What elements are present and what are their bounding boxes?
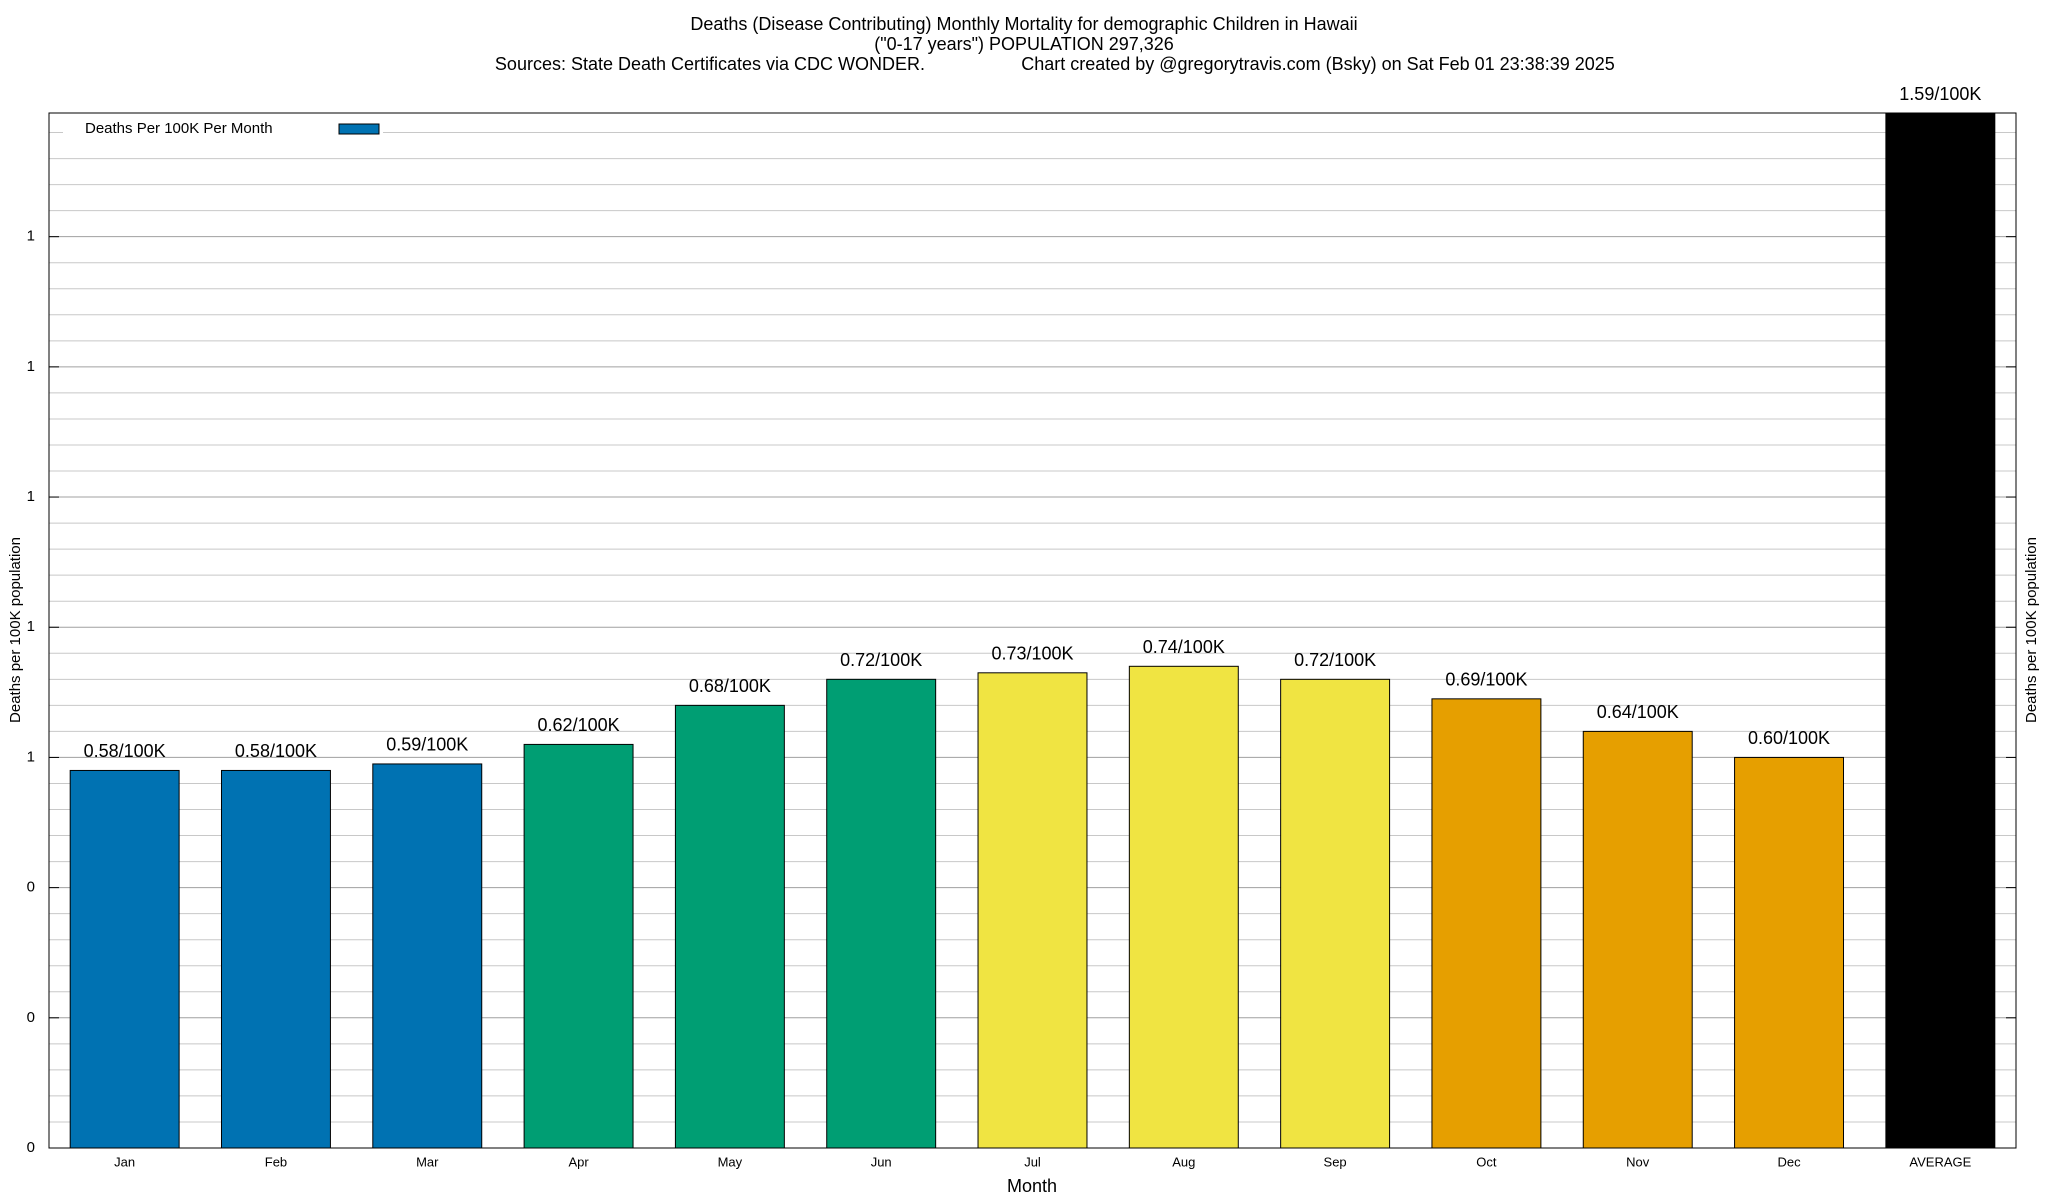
value-label: 0.72/100K [840, 650, 922, 670]
value-label: 0.64/100K [1597, 702, 1679, 722]
value-label: 1.59/100K [1899, 84, 1981, 104]
x-tick-label: Sep [1324, 1154, 1347, 1169]
y-tick-label: 1 [27, 488, 35, 505]
x-tick-label: May [718, 1154, 743, 1169]
value-label: 0.73/100K [991, 644, 1073, 664]
x-tick-label: Jul [1024, 1154, 1041, 1169]
value-label: 0.69/100K [1445, 670, 1527, 690]
value-label: 0.58/100K [84, 741, 166, 761]
sources: Sources: State Death Certificates via CD… [495, 54, 925, 74]
bar [220, 769, 331, 1149]
y-tick-label: 1 [27, 228, 35, 245]
x-tick-label: Mar [416, 1154, 439, 1169]
y-tick-label: 0 [27, 1139, 35, 1156]
legend-box [63, 117, 383, 141]
chart-title: Deaths (Disease Contributing) Monthly Mo… [690, 14, 1357, 34]
chart-subtitle: ("0-17 years") POPULATION 297,326 [874, 34, 1174, 54]
bar [1431, 698, 1542, 1149]
legend-label: Deaths Per 100K Per Month [85, 120, 273, 137]
value-label: 0.60/100K [1748, 728, 1830, 748]
value-label: 0.58/100K [235, 741, 317, 761]
legend-swatch [338, 123, 380, 135]
bar [1280, 678, 1391, 1149]
value-label: 0.59/100K [386, 735, 468, 755]
bar [1734, 756, 1845, 1149]
bar [1885, 112, 1996, 1149]
x-tick-label: Nov [1626, 1154, 1650, 1169]
bar [69, 769, 180, 1149]
y-tick-label: 1 [27, 748, 35, 765]
x-tick-label: Apr [568, 1154, 589, 1169]
bar [1582, 730, 1693, 1149]
bar [1128, 665, 1239, 1149]
x-tick-label: Oct [1476, 1154, 1497, 1169]
plot-frame [48, 112, 2017, 1149]
bar [826, 678, 937, 1149]
x-tick-label: Feb [265, 1154, 287, 1169]
bar [674, 704, 785, 1149]
y-tick-label: 0 [27, 879, 35, 896]
bar [523, 743, 634, 1149]
y-tick-label: 0 [27, 1009, 35, 1026]
x-tick-label: Dec [1777, 1154, 1801, 1169]
value-label: 0.72/100K [1294, 650, 1376, 670]
bar [372, 763, 483, 1149]
bar [977, 672, 1088, 1149]
y2-axis-label: Deaths per 100K population [2023, 537, 2040, 723]
y-tick-label: 1 [27, 618, 35, 635]
x-axis-label: Month [1007, 1176, 1057, 1196]
credit: Chart created by @gregorytravis.com (Bsk… [1021, 54, 1615, 74]
x-tick-label: Jun [871, 1154, 892, 1169]
x-tick-label: AVERAGE [1909, 1154, 1971, 1169]
value-label: 0.68/100K [689, 676, 771, 696]
value-label: 0.62/100K [538, 715, 620, 735]
x-tick-label: Jan [114, 1154, 135, 1169]
y-tick-label: 1 [27, 358, 35, 375]
x-tick-label: Aug [1172, 1154, 1195, 1169]
value-label: 0.74/100K [1143, 637, 1225, 657]
y-axis-label: Deaths per 100K population [7, 537, 24, 723]
